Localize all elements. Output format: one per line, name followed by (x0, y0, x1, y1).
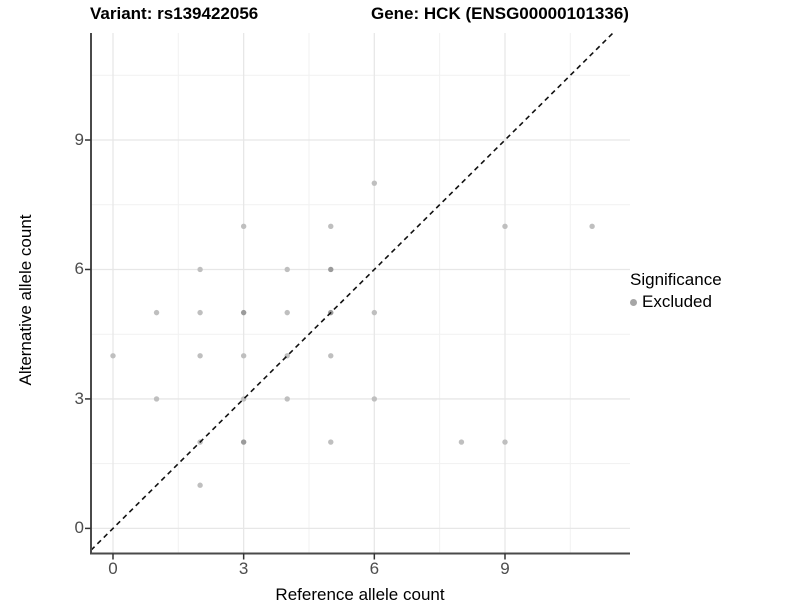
data-point (197, 266, 203, 273)
data-point (328, 223, 334, 230)
data-point (240, 309, 247, 316)
gene-title: Gene: HCK (ENSG00000101336) (371, 4, 629, 23)
data-point (153, 309, 160, 316)
data-point (197, 353, 203, 359)
data-point (110, 353, 116, 359)
data-point (197, 309, 203, 316)
legend-item-excluded: Excluded (630, 292, 722, 312)
data-point (458, 439, 465, 445)
legend-item-label: Excluded (642, 292, 712, 311)
data-point (371, 396, 378, 402)
data-point (328, 439, 334, 445)
x-tick-label: 6 (369, 559, 380, 578)
data-point (589, 223, 595, 230)
x-tick-label: 3 (238, 559, 249, 578)
y-tick-label: 3 (74, 388, 84, 408)
data-point (371, 180, 378, 186)
y-tick-label: 0 (74, 518, 84, 538)
data-point (284, 266, 290, 273)
x-tick-label: 0 (108, 559, 118, 578)
x-axis-title: Reference allele count (275, 585, 445, 604)
data-point (502, 439, 508, 445)
data-point (240, 223, 247, 230)
data-point (284, 396, 290, 402)
data-point (197, 482, 203, 488)
data-point (371, 309, 378, 316)
legend-title: Significance (630, 270, 722, 289)
y-tick-label: 6 (74, 259, 84, 279)
excluded-point-icon (630, 298, 637, 306)
data-point (284, 309, 290, 316)
data-point (240, 353, 247, 359)
data-point (502, 223, 508, 230)
data-point (328, 266, 334, 273)
y-tick-label: 9 (74, 130, 84, 150)
data-point (328, 353, 334, 359)
legend: Significance Excluded (630, 270, 722, 312)
identity-line (90, 32, 614, 551)
variant-title: Variant: rs139422056 (90, 4, 259, 23)
data-point (153, 396, 160, 402)
data-point (240, 439, 247, 445)
x-tick-label: 9 (500, 559, 510, 578)
